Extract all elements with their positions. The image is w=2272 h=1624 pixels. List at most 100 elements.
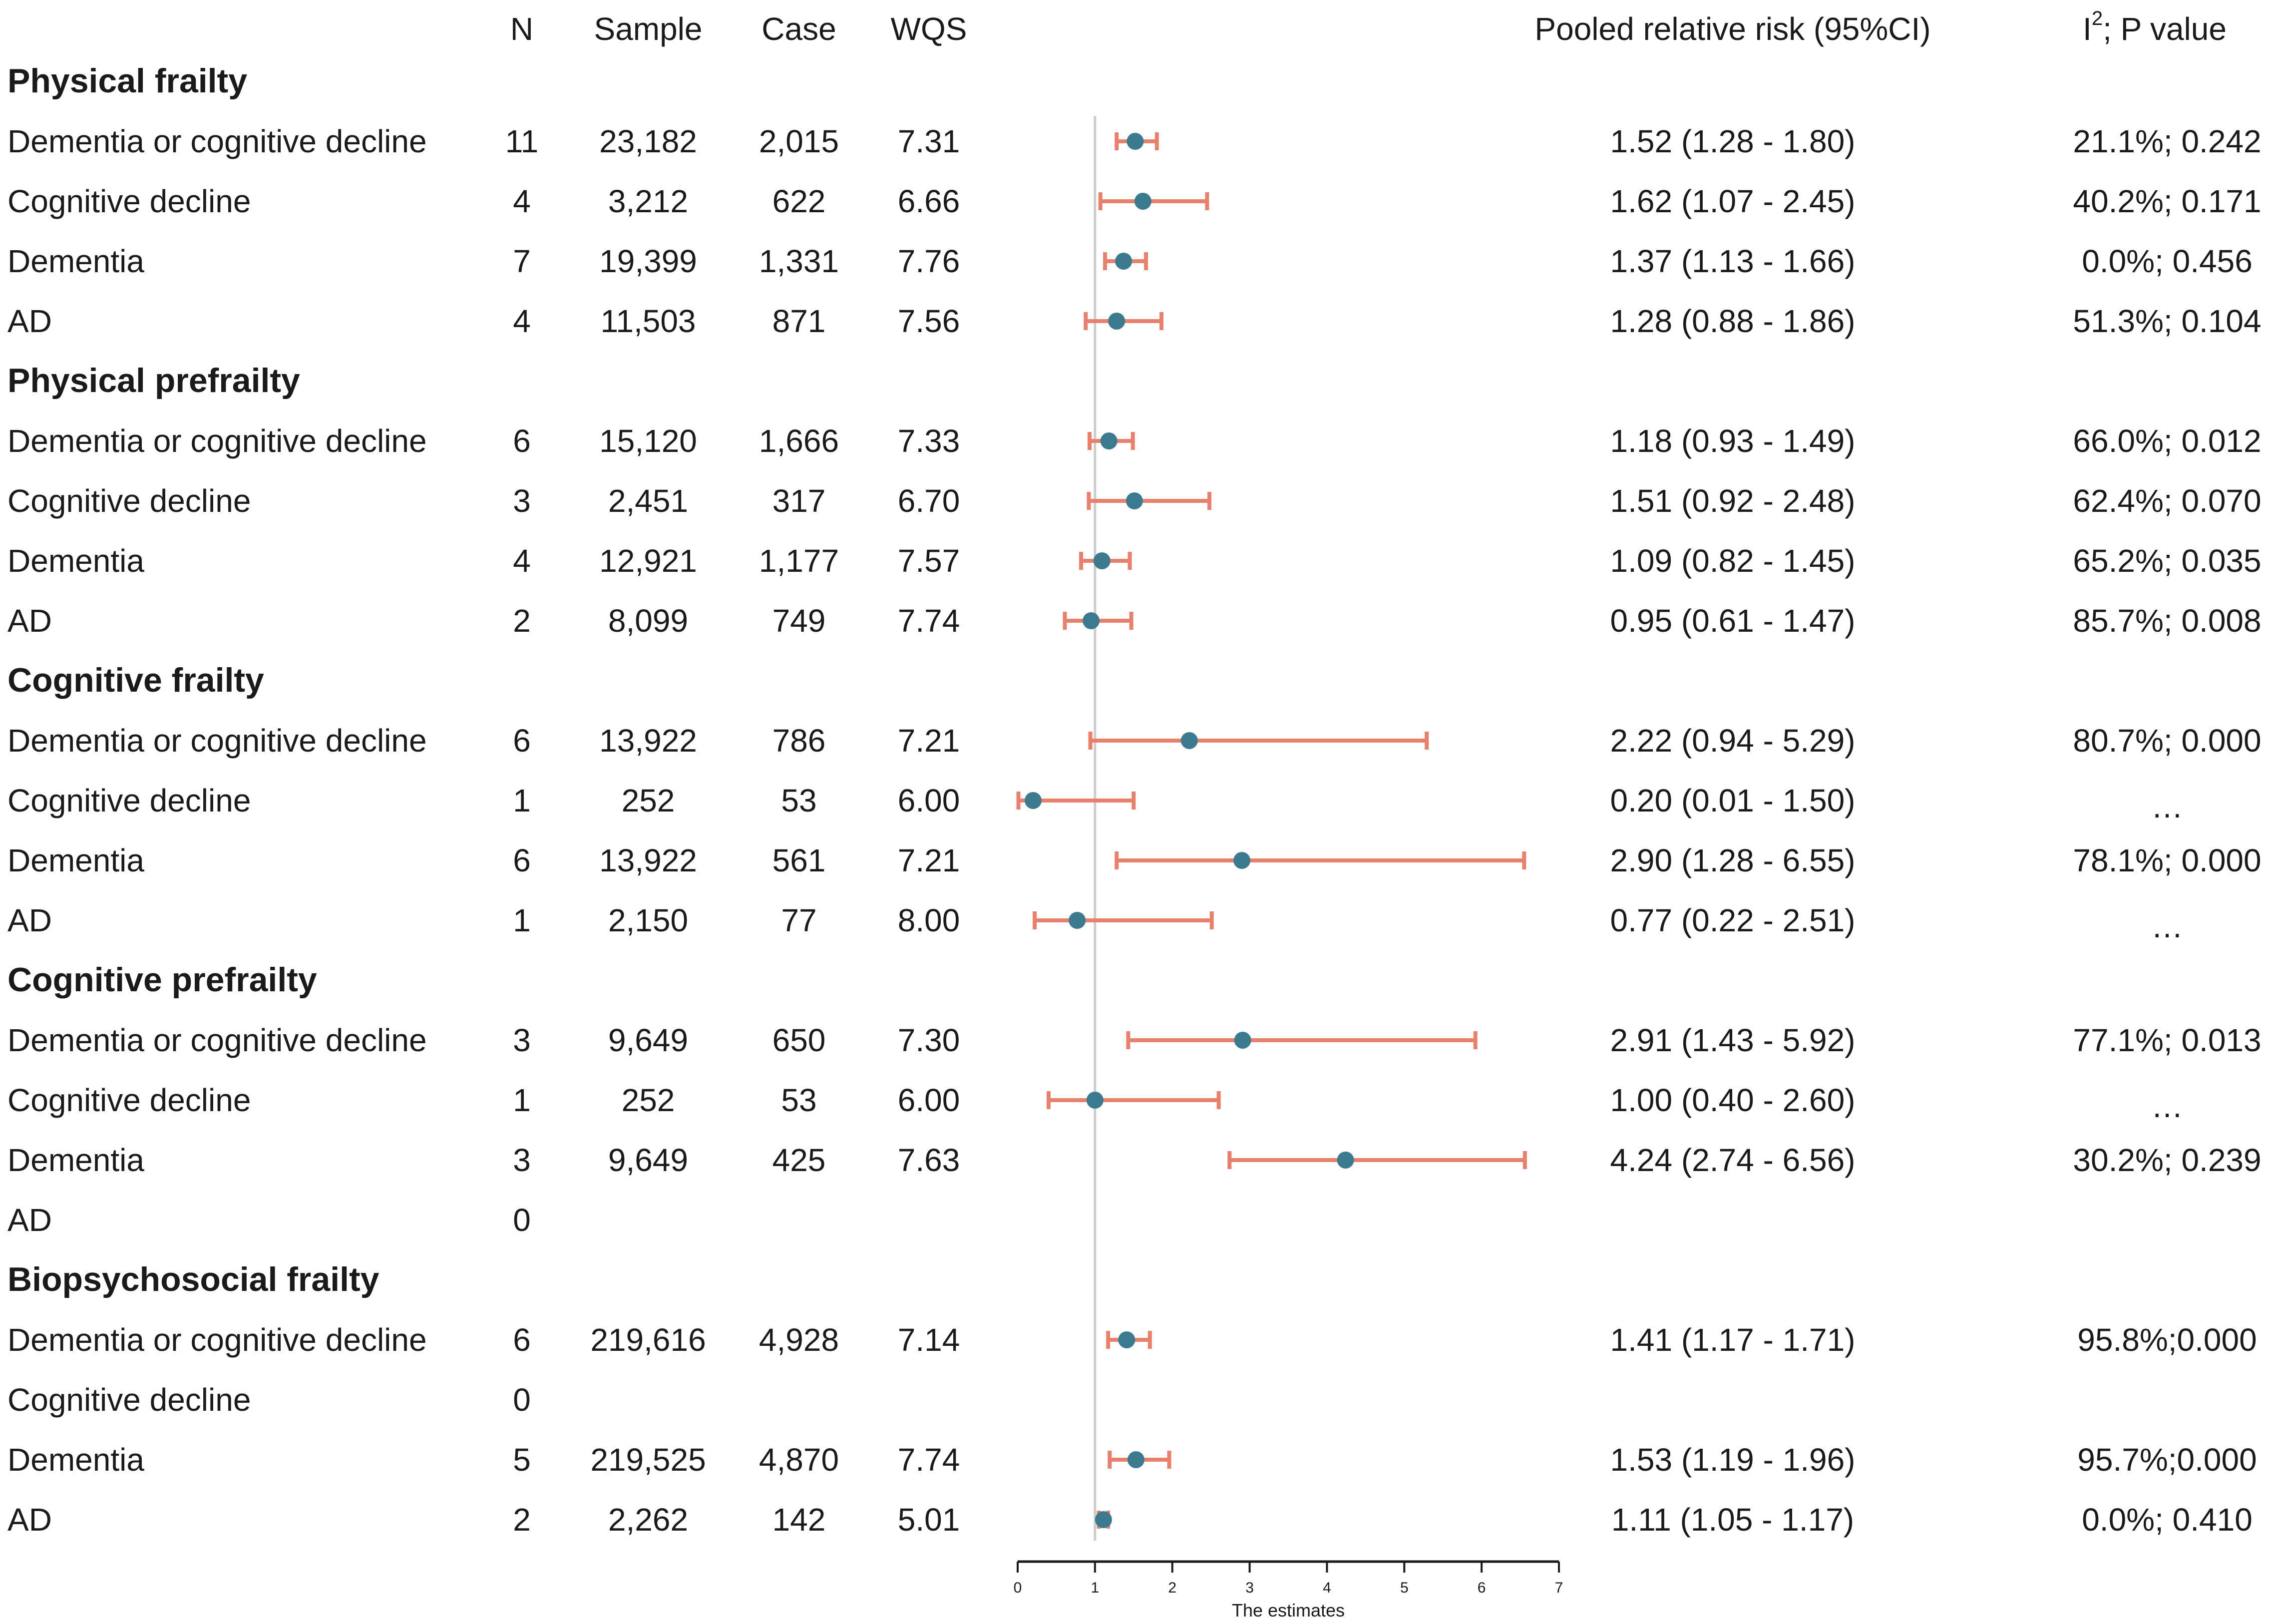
table-row: Dementia or cognitive decline 6 219,616 4,9…	[7, 1322, 2257, 1358]
row-sample: 9,649	[608, 1142, 688, 1178]
row-i2-pvalue: 95.7%;0.000	[2077, 1442, 2257, 1478]
point-estimate	[1100, 432, 1118, 449]
group-0: Physical frailty Dementia or cognitive de…	[7, 62, 2262, 339]
row-wqs: 7.31	[898, 123, 960, 159]
group-title: Biopsychosocial frailty	[7, 1260, 379, 1298]
group-title: Physical frailty	[7, 62, 247, 100]
tick-label: 6	[1478, 1580, 1486, 1596]
table-row: AD 2 2,262 142 5.01 1.11 (1.05 - 1.17) 0.0%; 0…	[7, 1502, 2253, 1538]
row-i2-pvalue: 77.1%; 0.013	[2073, 1022, 2261, 1058]
table-row: Dementia or cognitive decline 3 9,649 650 7.…	[7, 1022, 2262, 1058]
row-i2-pvalue: 62.4%; 0.070	[2073, 483, 2261, 519]
row-case: 4,928	[759, 1322, 839, 1358]
table-row: AD 1 2,150 77 8.00 0.77 (0.22 - 2.51)…	[7, 902, 2183, 944]
row-pooled-rr: 1.18 (0.93 - 1.49)	[1610, 423, 1856, 459]
row-sample: 2,451	[608, 483, 688, 519]
row-pooled-rr: 1.53 (1.19 - 1.96)	[1610, 1442, 1856, 1478]
row-i2-pvalue: 78.1%; 0.000	[2073, 842, 2261, 878]
row-pooled-rr: 0.95 (0.61 - 1.47)	[1610, 603, 1856, 639]
row-case: 142	[772, 1502, 826, 1538]
row-wqs: 6.70	[898, 483, 960, 519]
row-label: Dementia or cognitive decline	[7, 1022, 427, 1058]
row-n: 0	[513, 1202, 531, 1238]
table-row: Dementia or cognitive decline 6 13,922 786 7…	[7, 723, 2262, 759]
point-estimate	[1115, 253, 1133, 270]
row-pooled-rr: 1.52 (1.28 - 1.80)	[1610, 123, 1856, 159]
row-case: 749	[772, 603, 826, 639]
point-estimate	[1095, 1511, 1112, 1528]
row-label: Dementia or cognitive decline	[7, 723, 427, 759]
tick-label: 3	[1245, 1580, 1254, 1596]
row-sample: 11,503	[601, 303, 696, 339]
row-i2-pvalue: …	[2151, 1088, 2183, 1124]
row-wqs: 7.33	[898, 423, 960, 459]
row-label: AD	[7, 1502, 52, 1538]
point-estimate	[1086, 1092, 1104, 1109]
table-row: Dementia 4 12,921 1,177 7.57 1.09 (0.82 - 1.4…	[7, 543, 2262, 579]
header-i2-pvalue: I2; P value	[2083, 7, 2227, 47]
row-label: Dementia	[7, 243, 144, 279]
row-pooled-rr: 4.24 (2.74 - 6.56)	[1610, 1142, 1856, 1178]
table-row: Dementia 5 219,525 4,870 7.74 1.53 (1.19 - 1.…	[7, 1442, 2257, 1478]
row-wqs: 6.00	[898, 783, 960, 818]
row-i2-pvalue: 30.2%; 0.239	[2073, 1142, 2261, 1178]
row-n: 6	[513, 723, 531, 759]
row-wqs: 7.74	[898, 603, 960, 639]
row-i2-pvalue: 80.7%; 0.000	[2073, 723, 2261, 759]
row-i2-pvalue: 95.8%;0.000	[2077, 1322, 2257, 1358]
point-estimate	[1093, 552, 1111, 569]
row-n: 4	[513, 543, 531, 579]
row-sample: 23,182	[599, 123, 697, 159]
header-wqs: WQS	[891, 11, 967, 47]
tick-label: 1	[1091, 1580, 1100, 1596]
header-i2-rest: ; P value	[2103, 11, 2227, 47]
row-n: 2	[513, 1502, 531, 1538]
row-n: 4	[513, 183, 531, 219]
row-case: 425	[772, 1142, 826, 1178]
row-n: 0	[513, 1382, 531, 1418]
row-wqs: 5.01	[898, 1502, 960, 1538]
row-label: AD	[7, 303, 52, 339]
point-estimate	[1180, 732, 1198, 749]
row-label: Dementia	[7, 543, 144, 579]
header-i2-base: I	[2083, 11, 2092, 47]
row-wqs: 7.21	[898, 842, 960, 878]
group-title: Cognitive frailty	[7, 661, 264, 699]
row-case: 2,015	[759, 123, 839, 159]
point-estimate	[1083, 612, 1100, 629]
header-pooled-rr: Pooled relative risk (95%CI)	[1534, 11, 1930, 47]
row-sample: 12,921	[599, 543, 697, 579]
row-i2-pvalue: 0.0%; 0.410	[2082, 1502, 2253, 1538]
row-n: 7	[513, 243, 531, 279]
table-row: Dementia or cognitive decline 6 15,120 1,66…	[7, 423, 2262, 459]
x-axis: 0 1 2 3 4 5 6 7 The estimates	[1014, 1560, 1563, 1621]
table-row: Dementia or cognitive decline 11 23,182 2,0…	[7, 123, 2262, 159]
point-estimate	[1127, 1451, 1144, 1468]
row-sample: 19,399	[599, 243, 697, 279]
header-n: N	[510, 11, 533, 47]
row-n: 5	[513, 1442, 531, 1478]
point-estimate	[1126, 492, 1143, 509]
row-case: 650	[772, 1022, 826, 1058]
table-row: Cognitive decline 0	[7, 1382, 531, 1418]
row-case: 622	[772, 183, 826, 219]
table-row: Cognitive decline 1 252 53 6.00 0.20 (0.01 - …	[7, 783, 2183, 824]
row-sample: 8,099	[608, 603, 688, 639]
tick-label: 0	[1014, 1580, 1022, 1596]
row-pooled-rr: 0.77 (0.22 - 2.51)	[1610, 902, 1856, 938]
row-wqs: 7.14	[898, 1322, 960, 1358]
row-wqs: 7.30	[898, 1022, 960, 1058]
row-case: 317	[772, 483, 826, 519]
row-n: 11	[505, 123, 538, 159]
row-n: 3	[513, 483, 531, 519]
row-n: 1	[513, 1082, 531, 1118]
group-3: Cognitive prefrailty Dementia or cognitiv…	[7, 961, 2262, 1238]
point-estimate	[1337, 1152, 1354, 1169]
tick-label: 4	[1323, 1580, 1331, 1596]
table-row: Dementia 3 9,649 425 7.63 4.24 (2.74 - 6.56) 3…	[7, 1142, 2262, 1178]
row-label: Dementia or cognitive decline	[7, 423, 427, 459]
point-estimate	[1108, 313, 1126, 330]
row-case: 77	[781, 902, 816, 938]
row-sample: 252	[622, 1082, 675, 1118]
